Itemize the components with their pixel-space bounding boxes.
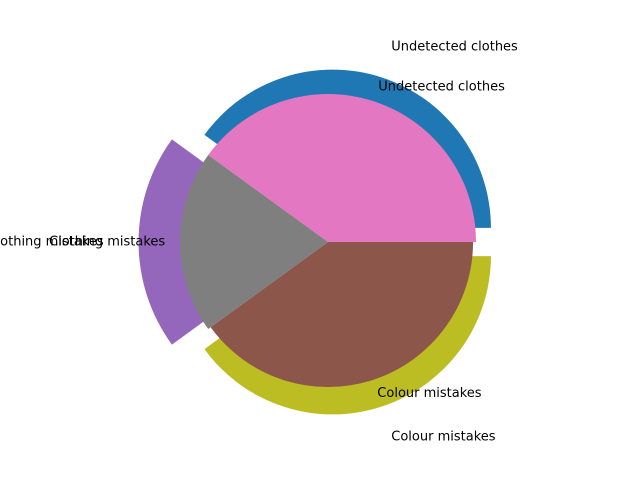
inner-slice-label-1: Clothing mistakes [49, 235, 165, 250]
labels-outer: Undetected clothes Clothing mistakes Colou… [0, 40, 518, 445]
outer-slice-label-0: Undetected clothes [391, 40, 518, 55]
inner-slice-label-0: Undetected clothes [378, 80, 505, 95]
pie-inner [180, 94, 477, 388]
inner-slice-1 [180, 155, 328, 329]
inner-slice-0 [208, 94, 477, 242]
inner-slice-2 [210, 242, 474, 388]
labels-inner: Undetected clothes Clothing mistakes Colou… [49, 80, 505, 402]
outer-slice-label-1: Clothing mistakes [0, 235, 104, 250]
inner-slice-label-2: Colour mistakes [377, 386, 481, 401]
outer-slice-label-2: Colour mistakes [391, 429, 495, 444]
